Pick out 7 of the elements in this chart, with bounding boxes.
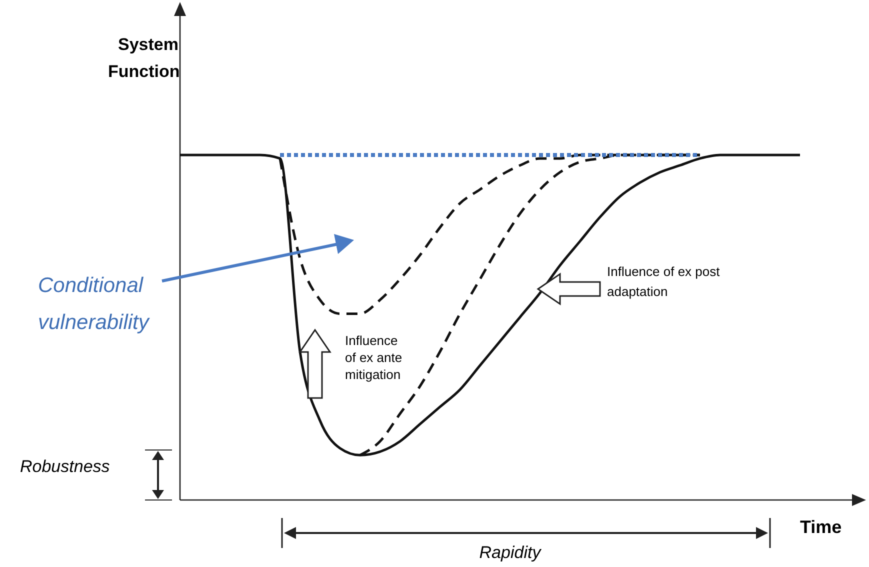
annotation: Influence of ex ante mitigation bbox=[345, 333, 402, 382]
x-axis-title: Time bbox=[800, 517, 842, 537]
text: Rapidity bbox=[479, 543, 542, 562]
annotation: Influence of ex post adaptation bbox=[607, 264, 720, 299]
y-axis-title: System Function bbox=[108, 35, 180, 81]
text: Robustness bbox=[20, 457, 110, 476]
text: Conditional vulnerability bbox=[38, 274, 150, 334]
